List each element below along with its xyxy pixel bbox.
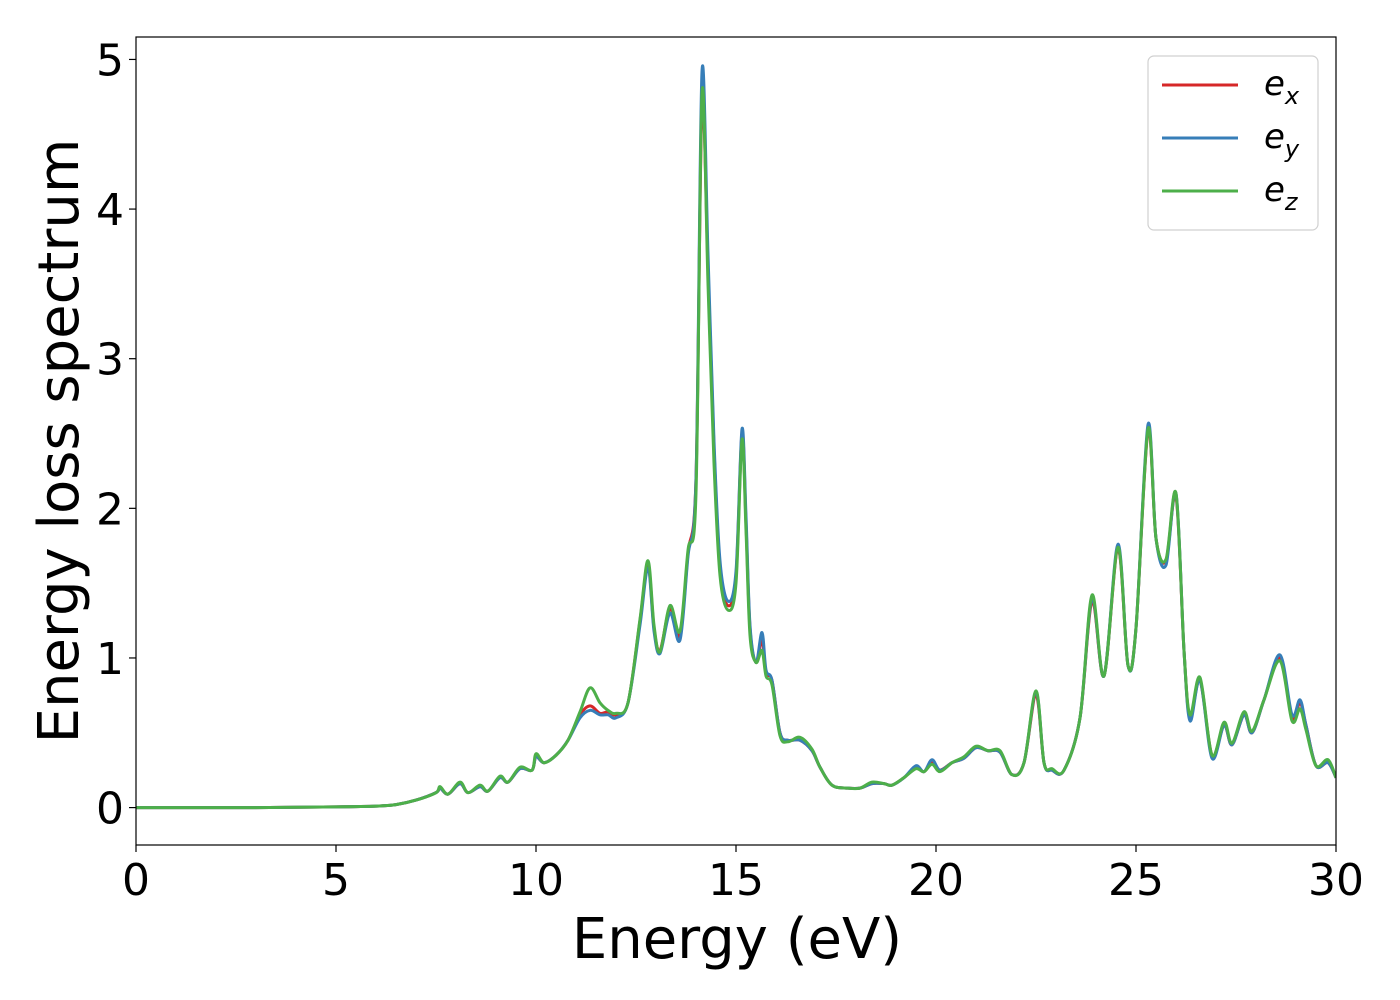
x-tick-label: 30 bbox=[1308, 855, 1364, 906]
x-tick-label: 5 bbox=[322, 855, 350, 906]
legend-subscript: x bbox=[1284, 82, 1300, 110]
plot-background bbox=[136, 37, 1336, 845]
legend-subscript: z bbox=[1284, 188, 1299, 216]
y-tick-label: 5 bbox=[96, 35, 124, 86]
legend-box bbox=[1147, 55, 1319, 231]
legend-subscript: y bbox=[1284, 135, 1300, 163]
axes-layer: 0 5 10 15 20 25 30 0 1 2 3 4 5 bbox=[96, 35, 1364, 906]
y-tick-label: 1 bbox=[96, 634, 124, 685]
series-layer bbox=[136, 64, 1336, 810]
x-tick-label: 25 bbox=[1108, 855, 1164, 906]
y-tick-label: 4 bbox=[96, 185, 124, 236]
y-axis-title: Energy loss spectrum bbox=[27, 139, 92, 744]
x-axis-title: Energy (eV) bbox=[572, 907, 902, 972]
x-tick-label: 10 bbox=[508, 855, 564, 906]
series-line-ez bbox=[136, 86, 1336, 810]
x-tick-label: 0 bbox=[122, 855, 150, 906]
y-tick-label: 0 bbox=[96, 784, 124, 835]
y-tick-label: 3 bbox=[96, 335, 124, 386]
x-tick-label: 20 bbox=[908, 855, 964, 906]
y-tick-label: 2 bbox=[96, 484, 124, 535]
plot-area bbox=[136, 37, 1336, 845]
x-tick-label: 15 bbox=[708, 855, 764, 906]
